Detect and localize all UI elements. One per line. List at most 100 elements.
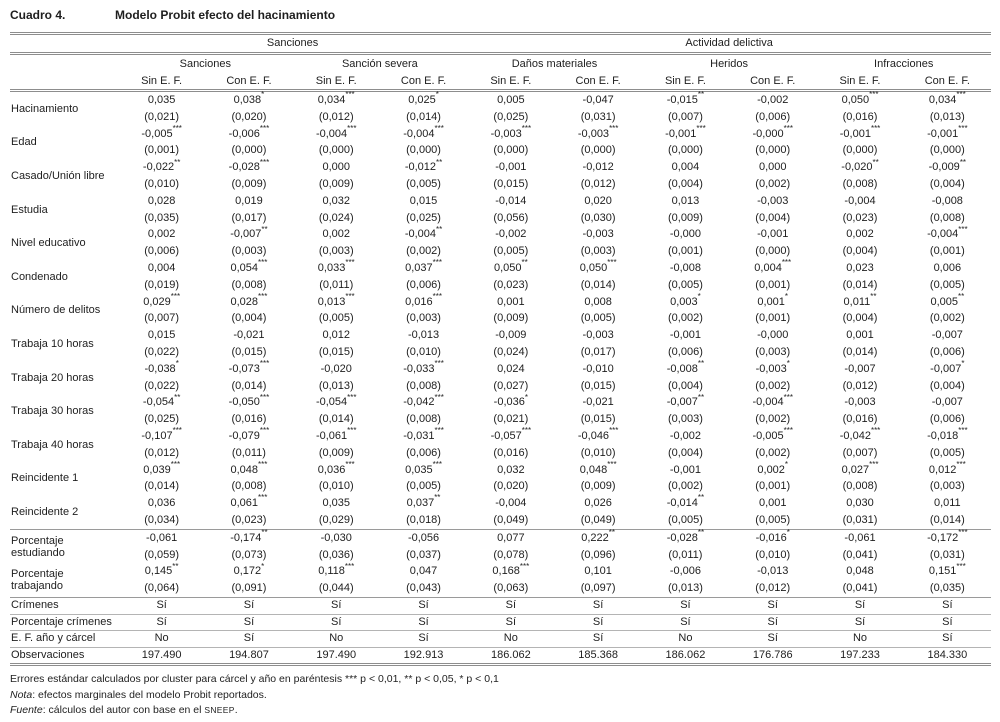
coefficient: 0,008 bbox=[584, 295, 612, 308]
column-header: Con E. F. bbox=[903, 73, 991, 92]
coefficient: -0,004*** bbox=[403, 123, 444, 140]
std-error: (0,021) bbox=[144, 110, 180, 123]
coefficient: -0,012** bbox=[404, 157, 443, 174]
std-error: (0,006) bbox=[406, 446, 441, 459]
std-error: (0,097) bbox=[580, 582, 616, 595]
coefficient: 0,015 bbox=[147, 329, 176, 342]
std-error: (0,009) bbox=[580, 480, 616, 493]
coefficient: 0,050*** bbox=[579, 258, 617, 274]
coefficient: -0,002 bbox=[495, 228, 527, 241]
std-error: (0,049) bbox=[580, 513, 616, 526]
row-label: Trabaja 10 horas bbox=[11, 337, 94, 350]
variable-row: Reincidente 1 0,039*** (0,014) 0,048*** (0,0… bbox=[10, 459, 991, 496]
result-cell: -0,015** (0,007) bbox=[642, 91, 729, 126]
column-header: Con E. F. bbox=[729, 73, 817, 92]
std-error: (0,009) bbox=[231, 177, 267, 190]
std-error: (0,001) bbox=[668, 245, 703, 258]
result-cell: -0,004 (0,049) bbox=[467, 495, 554, 529]
summary-value: Sí bbox=[205, 630, 293, 648]
row-label: Reincidente 2 bbox=[11, 505, 79, 518]
coefficient: -0,057*** bbox=[490, 426, 532, 442]
std-error: (0,025) bbox=[493, 110, 529, 123]
coefficient: -0,000 bbox=[757, 329, 789, 342]
coefficient: 0,001 bbox=[758, 497, 787, 510]
nota-text: : efectos marginales del modelo Probit r… bbox=[32, 688, 267, 701]
std-error: (0,007) bbox=[668, 110, 703, 123]
result-cell: 0,016*** (0,003) bbox=[380, 292, 467, 328]
std-error: (0,000) bbox=[318, 144, 354, 157]
coefficient: -0,054*** bbox=[315, 392, 357, 409]
variable-row: Estudia 0,028 (0,035) 0,019 (0,017) 0,032 (0,0… bbox=[10, 193, 991, 227]
coefficient: -0,001 bbox=[669, 329, 702, 342]
std-error: (0,014) bbox=[231, 379, 267, 392]
row-label: Trabaja 30 horas bbox=[11, 405, 94, 418]
result-cell: 0,012*** (0,003) bbox=[904, 460, 991, 496]
std-error: (0,008) bbox=[929, 211, 965, 224]
result-cell: -0,047 (0,031) bbox=[554, 91, 641, 126]
std-error: (0,008) bbox=[842, 177, 878, 190]
result-cell: -0,001*** (0,000) bbox=[642, 124, 729, 160]
coefficient: -0,172*** bbox=[927, 528, 968, 544]
std-error: (0,016) bbox=[493, 446, 529, 459]
footnote-significance: Errores estándar calculados por cluster … bbox=[10, 673, 499, 686]
std-error: (0,006) bbox=[929, 345, 965, 358]
coefficient: -0,000 bbox=[669, 228, 702, 241]
coefficient: -0,014 bbox=[495, 194, 527, 207]
std-error: (0,023) bbox=[231, 513, 267, 526]
coefficient: 0,002 bbox=[322, 228, 350, 241]
result-cell: 0,003* (0,002) bbox=[642, 291, 729, 328]
coefficient: 0,013 bbox=[671, 194, 700, 207]
coefficient: -0,001 bbox=[757, 228, 789, 241]
std-error: (0,005) bbox=[406, 480, 441, 493]
std-error: (0,027) bbox=[493, 379, 529, 392]
coefficient: -0,013 bbox=[407, 329, 440, 342]
result-cell: 0,005 (0,025) bbox=[467, 91, 554, 126]
coefficient: 0,013*** bbox=[317, 291, 355, 308]
result-cell: 0,015 (0,022) bbox=[118, 327, 205, 361]
result-cell: -0,014** (0,005) bbox=[642, 493, 729, 529]
coefficient: 0,061*** bbox=[230, 493, 268, 510]
result-cell: -0,028** (0,011) bbox=[641, 529, 730, 564]
std-error: (0,003) bbox=[929, 480, 965, 493]
summary-value: 197.233 bbox=[816, 646, 904, 665]
result-cell: -0,001 (0,000) bbox=[729, 226, 816, 260]
result-cell: -0,003 (0,016) bbox=[816, 394, 903, 428]
std-error: (0,004) bbox=[929, 177, 965, 190]
std-error: (0,000) bbox=[842, 144, 878, 157]
result-cell: -0,007** (0,003) bbox=[642, 393, 729, 428]
coefficient: 0,034*** bbox=[317, 90, 355, 106]
coefficient: -0,001 bbox=[669, 463, 702, 476]
variable-row: Trabaja 40 horas -0,107*** (0,012) -0,079**… bbox=[10, 426, 991, 462]
coefficient: -0,014** bbox=[666, 493, 705, 510]
footnotes: Errores estándar calculados por cluster … bbox=[10, 672, 991, 719]
summary-value: Sí bbox=[816, 613, 904, 631]
std-error: (0,000) bbox=[668, 144, 703, 157]
std-error: (0,007) bbox=[144, 312, 180, 325]
summary-row: Observaciones 197.490 194.807 197.490 192.91… bbox=[10, 646, 991, 665]
variable-row: Trabaja 30 horas -0,054** (0,025) -0,050***… bbox=[10, 392, 991, 428]
row-label: Estudia bbox=[11, 203, 48, 216]
std-error: (0,031) bbox=[580, 110, 616, 123]
row-label: Reincidente 1 bbox=[11, 472, 79, 485]
result-cell: -0,020 (0,013) bbox=[293, 361, 380, 395]
result-cell: -0,004*** (0,002) bbox=[729, 393, 816, 428]
std-error: (0,012) bbox=[144, 446, 180, 459]
std-error: (0,016) bbox=[231, 413, 267, 426]
summary-value: Sí bbox=[205, 613, 293, 631]
std-error: (0,014) bbox=[318, 413, 354, 426]
result-cell: 0,023 (0,014) bbox=[816, 260, 903, 294]
row-label: Porcentaje trabajando bbox=[11, 568, 64, 593]
coefficient: 0,032 bbox=[497, 463, 525, 476]
coefficient: -0,006 bbox=[669, 565, 702, 578]
result-cell: 0,000 (0,009) bbox=[293, 159, 380, 193]
std-error: (0,009) bbox=[668, 211, 703, 224]
std-error: (0,059) bbox=[144, 548, 180, 561]
result-cell: -0,022** (0,010) bbox=[118, 158, 205, 193]
std-error: (0,010) bbox=[144, 177, 180, 190]
coefficient: 0,027*** bbox=[841, 459, 879, 476]
result-cell: 0,039*** (0,014) bbox=[118, 460, 205, 496]
coefficient: 0,003* bbox=[670, 291, 701, 308]
footnote-nota: Nota: efectos marginales del modelo Prob… bbox=[10, 688, 991, 704]
std-error: (0,010) bbox=[580, 446, 616, 459]
coefficient: -0,000*** bbox=[752, 123, 793, 140]
